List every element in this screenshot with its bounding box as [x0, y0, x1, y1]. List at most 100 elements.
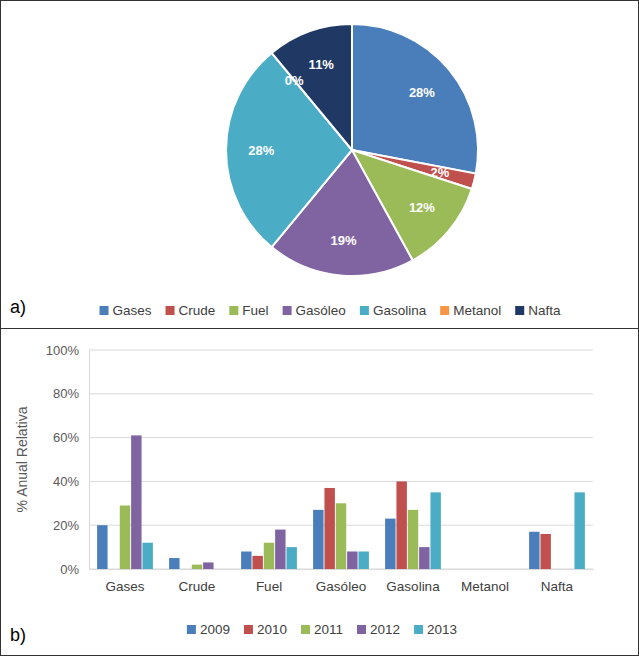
data-label: 0%: [285, 73, 304, 88]
bar: [120, 505, 130, 569]
bar-series: [142, 492, 584, 569]
bar: [468, 569, 478, 570]
bar: [252, 556, 262, 569]
data-label: 12%: [409, 200, 435, 215]
grid-line: [89, 481, 593, 482]
tick-label: Fuel: [256, 579, 282, 594]
bar: [385, 519, 395, 569]
bar: [574, 492, 584, 569]
legend-swatch: [357, 625, 366, 634]
tick: Metanol: [461, 569, 509, 594]
bar: [540, 534, 550, 569]
tick: 0%: [60, 562, 89, 577]
legend-swatch: [440, 306, 449, 315]
canvas: 28% 2% 12% 19% 28% 0% 11% Gases Crude Fuel Gasóleo…: [0, 0, 639, 667]
legend-swatch: [301, 625, 310, 634]
legend-item: Metanol: [440, 303, 501, 318]
bar: [286, 547, 296, 569]
legend-label: Fuel: [242, 303, 268, 318]
tick-label: Gasóleo: [316, 579, 366, 594]
data-label: 28%: [409, 85, 435, 100]
tick-label: 20%: [53, 518, 79, 533]
frame: [1, 1, 639, 656]
tick: Gasóleo: [316, 569, 366, 594]
legend-swatch: [360, 306, 369, 315]
bar: [552, 569, 562, 570]
tick-label: Metanol: [461, 579, 509, 594]
legend-label: Crude: [179, 303, 216, 318]
legend-swatch: [100, 306, 109, 315]
tick: 100%: [46, 343, 89, 358]
axis-line: [90, 569, 594, 570]
tick-label: 80%: [53, 386, 79, 401]
bar-series: [131, 435, 429, 569]
bar: [419, 547, 429, 569]
bar: [491, 569, 501, 570]
legend-item: Nafta: [515, 303, 561, 318]
legend-swatch: [515, 306, 524, 315]
bar-series: [252, 481, 550, 569]
tick: Crude: [179, 569, 216, 594]
legend-swatch: [166, 306, 175, 315]
axis-title: % Anual Relativa: [14, 406, 30, 512]
bar: [347, 551, 357, 569]
legend-label: Gases: [113, 303, 152, 318]
legend-item: Crude: [166, 303, 216, 318]
panel-label: b): [10, 625, 26, 645]
bar: [563, 569, 573, 570]
data-label: 19%: [330, 233, 356, 248]
tick-label: Gases: [105, 579, 144, 594]
data-label: 11%: [309, 57, 335, 72]
bar: [324, 488, 334, 569]
pie-slice: [272, 24, 352, 150]
bars: [97, 435, 585, 569]
bar: [529, 532, 539, 569]
divider: [0, 328, 639, 329]
panel-label: a): [10, 297, 26, 317]
legend-label: Nafta: [528, 303, 561, 318]
legend-item: 2011: [301, 622, 343, 637]
bar: [336, 503, 346, 569]
legend-label: 2011: [314, 622, 343, 637]
legend-item: Gasolina: [360, 303, 427, 318]
data-label: 2%: [430, 165, 449, 180]
tick-label: 60%: [53, 430, 79, 445]
legend-item: Gasóleo: [283, 303, 346, 318]
legend: 2009 2010 2011 2012 2013: [187, 622, 457, 637]
bar: [108, 569, 118, 570]
bar: [396, 481, 406, 569]
bar: [457, 569, 467, 570]
bar: [180, 569, 190, 570]
y-axis: 0% 20% 40% 60% 80% 100%: [46, 343, 90, 577]
tick: Nafta: [541, 569, 574, 594]
bar: [430, 492, 440, 569]
grid: [89, 350, 593, 569]
legend-item: 2013: [414, 622, 457, 637]
bar-series: [97, 510, 539, 569]
bar: [203, 562, 213, 569]
tick: Gasolina: [386, 569, 440, 594]
pie-slice: [352, 24, 478, 174]
data-label: 28%: [248, 143, 274, 158]
grid-line: [89, 350, 593, 351]
tick: Gases: [105, 569, 144, 594]
bar: [313, 510, 323, 569]
legend-item: Fuel: [229, 303, 268, 318]
legend-label: 2010: [257, 622, 287, 637]
tick-label: 40%: [53, 474, 79, 489]
bar: [358, 551, 368, 569]
legend-swatch: [229, 306, 238, 315]
bar: [408, 510, 418, 569]
legend-swatch: [414, 625, 423, 634]
tick-label: Gasolina: [386, 579, 440, 594]
bar-series: [120, 503, 418, 569]
tick: 60%: [53, 430, 89, 445]
tick-label: Crude: [179, 579, 216, 594]
bar: [264, 543, 274, 569]
bar: [142, 543, 152, 569]
legend-label: Gasóleo: [296, 303, 346, 318]
tick: 40%: [53, 474, 89, 489]
legend-label: 2009: [200, 622, 230, 637]
legend-label: 2012: [370, 622, 400, 637]
bar: [214, 569, 224, 570]
